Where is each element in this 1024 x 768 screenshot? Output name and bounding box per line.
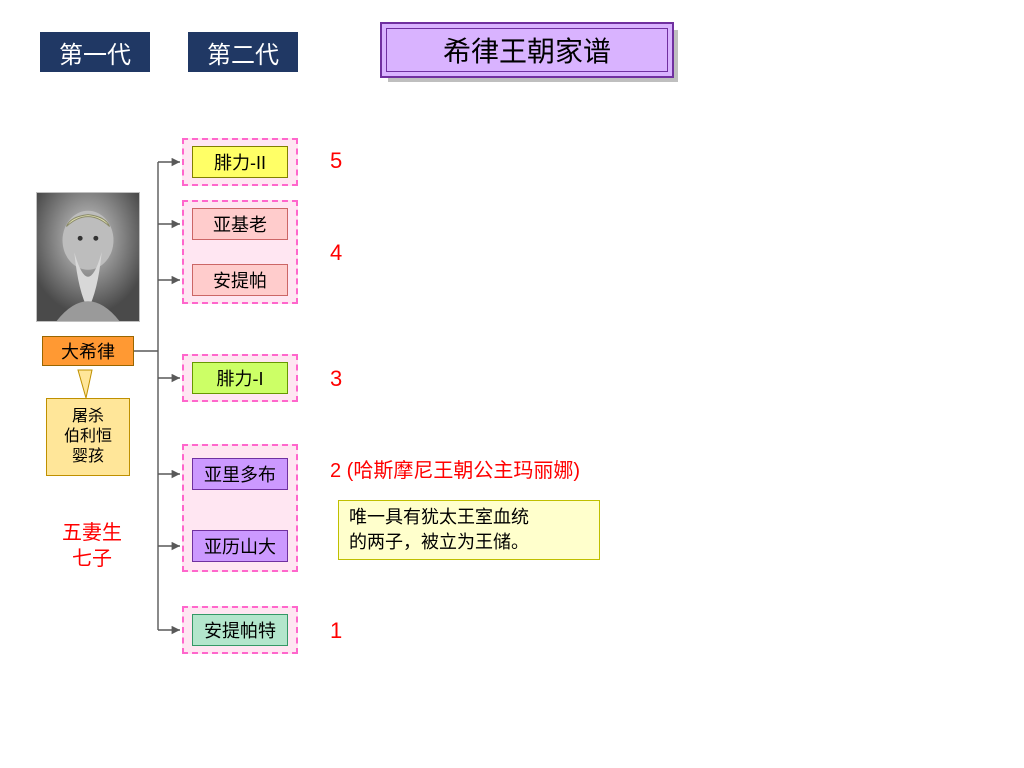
annotation-5: 1 <box>330 618 342 644</box>
child-box: 腓力-I <box>192 362 288 394</box>
callout-text: 屠杀 伯利恒 婴孩 <box>64 407 112 467</box>
generation-label-1: 第一代 <box>40 32 150 72</box>
heir-note-box: 唯一具有犹太王室血统 的两子，被立为王储。 <box>338 500 600 560</box>
annotation-3: 3 <box>330 366 342 392</box>
herod-portrait <box>36 192 140 322</box>
annotation-2: 4 <box>330 240 342 266</box>
note-text: 唯一具有犹太王室血统 的两子，被立为王储。 <box>349 505 529 555</box>
child-box: 亚历山大 <box>192 530 288 562</box>
title-main: 希律王朝家谱 <box>380 22 674 78</box>
child-box: 亚基老 <box>192 208 288 240</box>
child-box: 安提帕 <box>192 264 288 296</box>
herod-label: 大希律 <box>61 338 115 364</box>
title-text: 希律王朝家谱 <box>443 30 611 70</box>
title-banner: 希律王朝家谱 <box>380 22 678 82</box>
child-box: 腓力-II <box>192 146 288 178</box>
massacre-callout: 屠杀 伯利恒 婴孩 <box>46 398 130 476</box>
wives-label: 五妻生 七子 <box>42 520 142 572</box>
generation-label-2: 第二代 <box>188 32 298 72</box>
callout-tail <box>0 0 1024 768</box>
wives-text: 五妻生 七子 <box>62 520 122 572</box>
herod-the-great-box: 大希律 <box>42 336 134 366</box>
child-box: 亚里多布 <box>192 458 288 490</box>
annotation-4: 2 (哈斯摩尼王朝公主玛丽娜) <box>330 454 580 483</box>
child-box: 安提帕特 <box>192 614 288 646</box>
connector-lines <box>0 0 1024 768</box>
annotation-1: 5 <box>330 148 342 174</box>
